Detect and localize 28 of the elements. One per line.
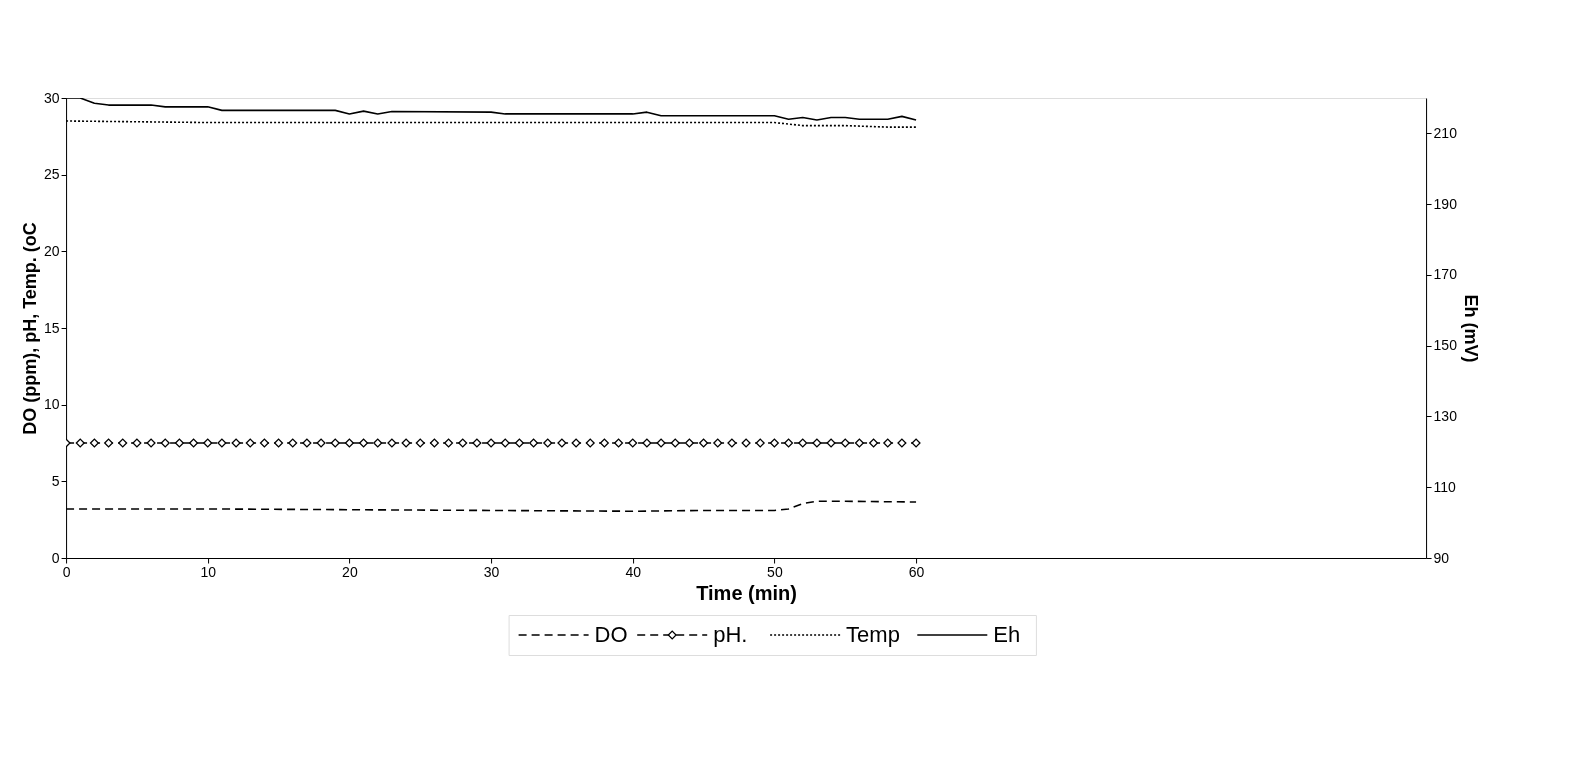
- y-tick-label: 10: [43, 396, 60, 413]
- x-tick-label: 10: [200, 563, 217, 580]
- x-tick-label: 0: [62, 563, 71, 580]
- legend-label: DO: [594, 622, 628, 647]
- x-tick-label: 30: [483, 563, 500, 580]
- y2-tick-label: 110: [1433, 478, 1457, 495]
- y2-tick-label: 210: [1433, 124, 1458, 141]
- y2-tick-label: 90: [1433, 549, 1450, 566]
- y2-tick-label: 190: [1433, 195, 1458, 212]
- y-axis-title: DO (ppm), pH, Temp. (oC: [20, 222, 40, 435]
- y-tick-label: 30: [43, 89, 60, 106]
- legend-label: Eh: [993, 622, 1021, 647]
- x-tick-label: 60: [908, 563, 925, 580]
- y-tick-label: 0: [51, 549, 60, 566]
- legend-label: pH.: [713, 622, 748, 647]
- y-tick-label: 5: [51, 472, 60, 489]
- legend-label: Temp: [846, 622, 900, 647]
- y2-axis-title: Eh (mV): [1460, 294, 1481, 363]
- x-tick-label: 50: [767, 563, 783, 580]
- y2-tick-label: 150: [1433, 337, 1458, 354]
- y2-tick-label: 170: [1433, 266, 1458, 283]
- y-tick-label: 15: [43, 319, 60, 336]
- x-axis-title: Time (min): [696, 581, 797, 604]
- y2-tick-label: 130: [1433, 407, 1458, 424]
- x-tick-label: 20: [342, 563, 358, 580]
- x-tick-label: 40: [625, 563, 642, 580]
- y-tick-label: 20: [43, 242, 60, 259]
- y-tick-label: 25: [43, 166, 60, 183]
